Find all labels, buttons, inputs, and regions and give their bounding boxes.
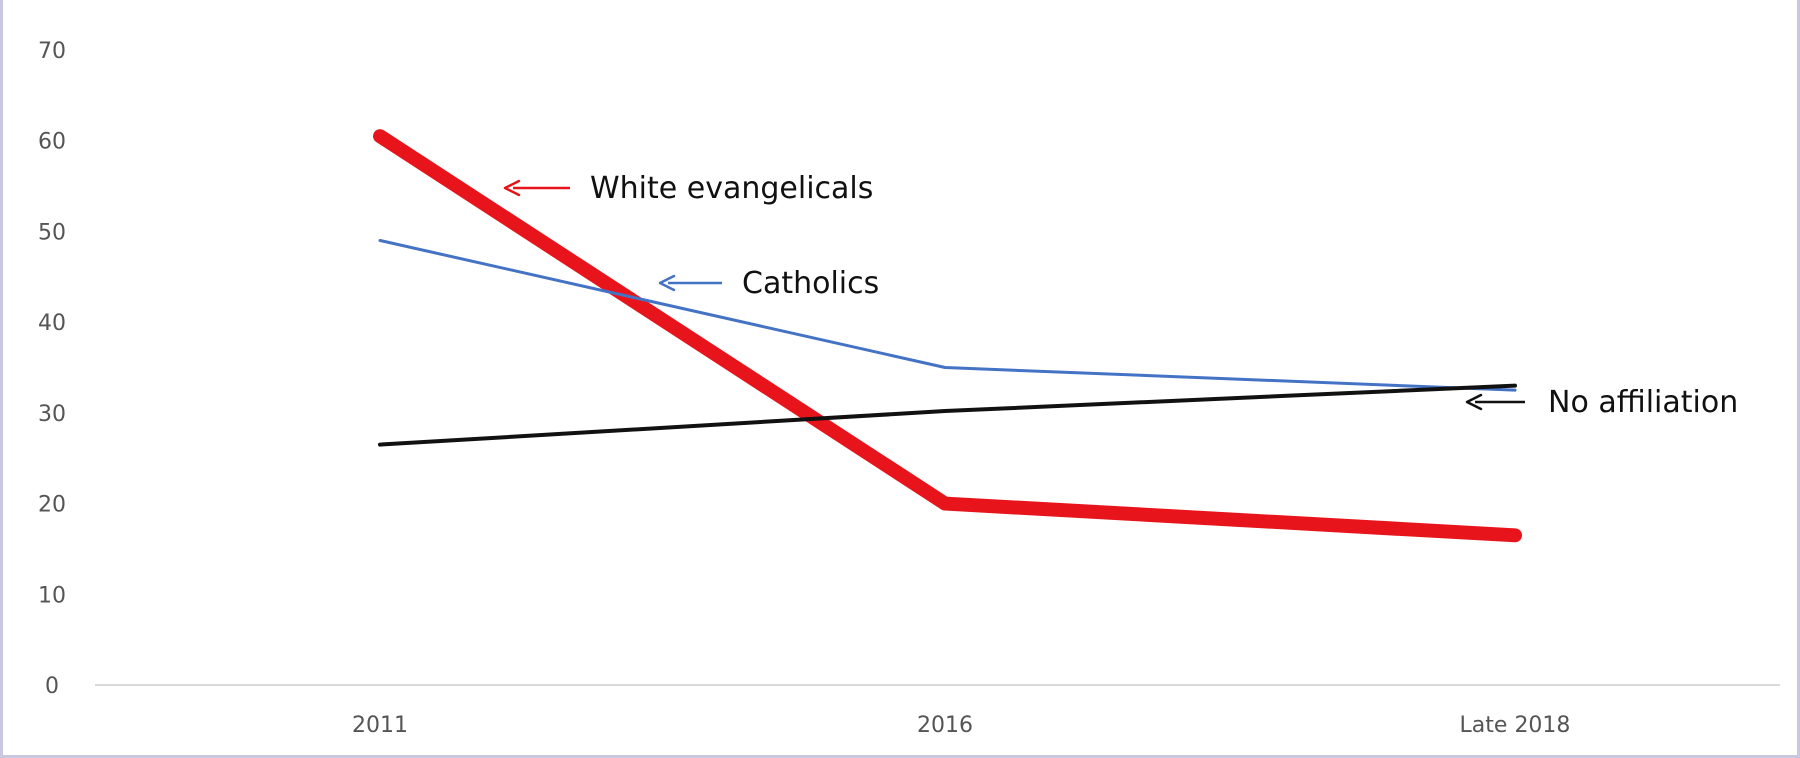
series-line-no-affiliation xyxy=(378,383,1517,447)
annotation-catholics: Catholics xyxy=(658,266,879,301)
annotation-white-evangelicals: White evangelicals xyxy=(503,171,873,206)
y-tick-label: 0 xyxy=(45,674,59,699)
annotation-no-affiliation: No affiliation xyxy=(1465,385,1738,420)
y-tick-label: 60 xyxy=(38,130,66,155)
annotation-label: Catholics xyxy=(742,266,879,301)
x-tick-label: 2016 xyxy=(917,713,973,738)
y-axis-ticks: 0 10 20 30 40 50 60 70 xyxy=(38,39,66,699)
frame-bottom-border xyxy=(0,755,1800,758)
annotation-layer: White evangelicals Catholics No affiliatio… xyxy=(503,171,1738,420)
y-tick-label: 40 xyxy=(38,311,66,336)
y-tick-label: 20 xyxy=(38,493,66,518)
arrow-left-icon xyxy=(658,274,676,292)
frame-right-border xyxy=(1797,0,1800,758)
series-line-white-evangelicals xyxy=(373,129,1522,543)
x-tick-label: Late 2018 xyxy=(1460,713,1571,738)
frame-left-border xyxy=(0,0,3,758)
y-tick-label: 10 xyxy=(38,583,66,608)
y-tick-label: 50 xyxy=(38,220,66,245)
y-tick-label: 30 xyxy=(38,402,66,427)
series-line-catholics xyxy=(378,239,1517,392)
x-tick-label: 2011 xyxy=(352,713,408,738)
y-tick-label: 70 xyxy=(38,39,66,64)
x-axis-ticks: 2011 2016 Late 2018 xyxy=(352,713,1570,738)
series-layer xyxy=(373,129,1522,543)
annotation-label: No affiliation xyxy=(1548,385,1738,420)
arrow-left-icon xyxy=(1465,393,1483,411)
annotation-label: White evangelicals xyxy=(590,171,873,206)
arrow-left-icon xyxy=(503,179,521,197)
